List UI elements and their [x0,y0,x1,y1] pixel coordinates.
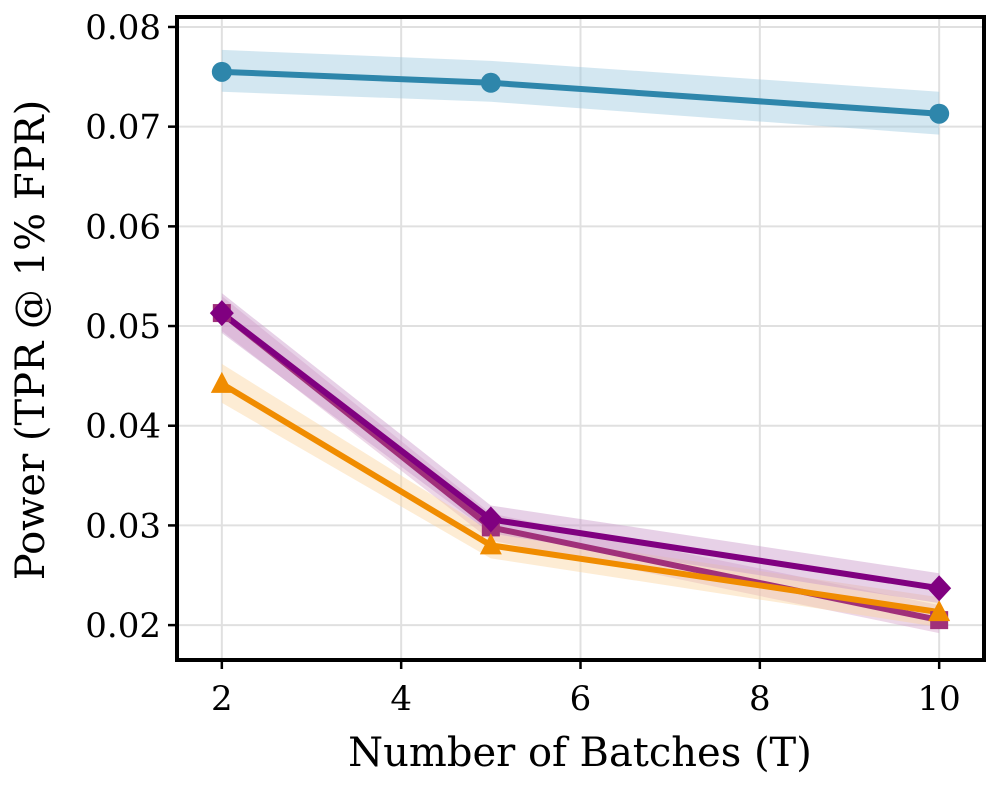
confidence-band [221,293,940,604]
circle-marker [929,103,950,124]
diamond-marker [478,506,503,533]
circle-marker [211,61,232,82]
x-tick-label: 6 [570,679,592,719]
x-tick-label: 2 [211,679,233,719]
y-tick-label: 0.07 [85,108,161,148]
axis-ticks: 2 4 6 8 10 0.02 0.03 0.04 0.05 0.06 0.07 0.08 [85,8,961,719]
y-tick-label: 0.05 [85,307,161,347]
x-tick-label: 4 [390,679,412,719]
circle-marker [480,72,501,93]
y-tick-label: 0.03 [85,506,161,546]
x-tick-label: 10 [918,679,961,719]
y-axis-title: Power (TPR @ 1% FPR) [8,100,54,580]
triangle-marker [928,600,951,622]
grid-lines [177,17,984,660]
diamond-marker [209,300,234,327]
y-tick-label: 0.04 [85,407,161,447]
x-tick-label: 8 [749,679,771,719]
triangle-marker [479,533,502,555]
x-axis-title: Number of Batches (T) [348,730,812,776]
triangle-marker [210,371,233,393]
series-markers [209,61,952,630]
diamond-marker [927,575,952,602]
y-tick-label: 0.08 [85,8,161,48]
y-tick-label: 0.06 [85,207,161,247]
confidence-band [221,49,940,135]
y-tick-label: 0.02 [85,606,161,646]
